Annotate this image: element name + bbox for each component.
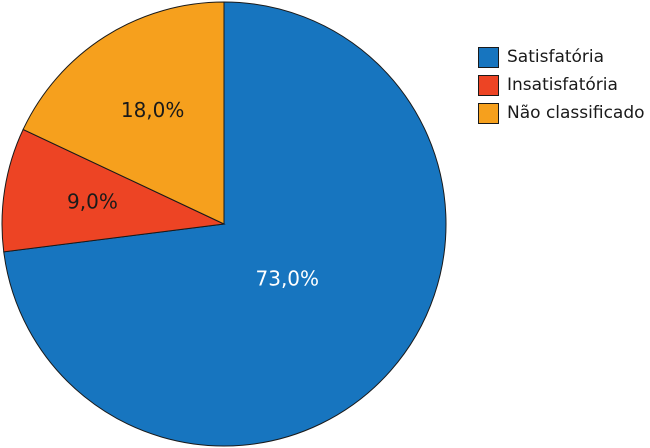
legend-swatch-satisfatoria — [478, 46, 499, 68]
pie-label-insatisfatoria: 9,0% — [67, 190, 118, 214]
legend-swatch-nao-classificado — [478, 102, 499, 124]
legend-label-nao-classificado: Não classificado — [507, 103, 645, 123]
pie-slice-insatisfatoria — [1, 128, 226, 253]
legend-item-nao-classificado: Não classificado — [478, 99, 645, 127]
pie-label-satisfatoria: 73,0% — [256, 266, 320, 290]
pie-slice-nao-classificado — [22, 1, 225, 225]
pie-labels: 73,0% 9,0% 18,0% — [67, 98, 319, 290]
pie-label-nao-classificado: 18,0% — [121, 98, 185, 122]
pie-slices — [1, 1, 447, 447]
legend: Satisfatória Insatisfatória Não classifi… — [478, 43, 645, 127]
legend-swatch-insatisfatoria — [478, 74, 499, 96]
legend-item-insatisfatoria: Insatisfatória — [478, 71, 645, 99]
legend-item-satisfatoria: Satisfatória — [478, 43, 645, 71]
legend-label-satisfatoria: Satisfatória — [507, 47, 605, 67]
legend-label-insatisfatoria: Insatisfatória — [507, 75, 618, 95]
